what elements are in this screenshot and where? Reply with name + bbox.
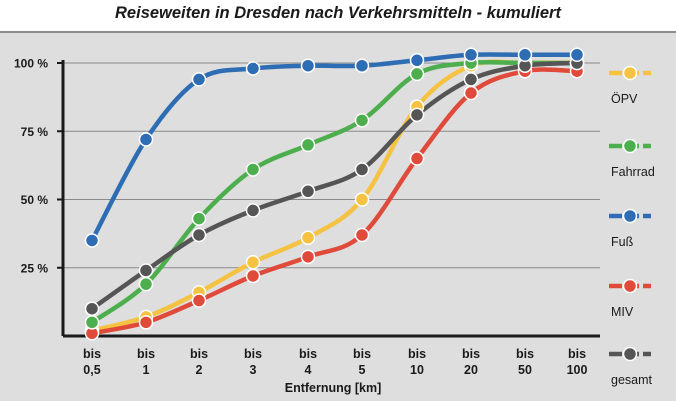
data-point-gesamt — [409, 107, 425, 123]
axis-labels: Entfernung [km] 25 % 50 % 75 % 100 % bis 0,5 b… — [14, 57, 588, 396]
y-tick-label: 100 % — [14, 57, 48, 71]
x-tick-label: bis 0,5 — [83, 347, 101, 377]
x-tick-label: bis 100 — [567, 347, 588, 377]
legend-swatch-marker — [622, 138, 638, 154]
series-line-miv — [89, 67, 580, 336]
series-line-fuss — [89, 52, 580, 243]
data-point-fuss — [569, 47, 585, 63]
data-point-oepv — [300, 230, 316, 245]
data-point-fuss — [138, 132, 154, 147]
series-line-oepv — [89, 59, 580, 333]
data-point-fuss — [191, 72, 207, 87]
axes — [57, 60, 600, 338]
data-point-miv — [245, 268, 261, 284]
data-point-gesamt — [138, 263, 154, 278]
data-point-fuss — [463, 47, 479, 63]
data-point-gesamt — [245, 203, 261, 218]
data-point-fahrrad — [409, 66, 425, 82]
data-point-fuss — [300, 58, 316, 73]
title-band: Reiseweiten in Dresden nach Verkehrsmitt… — [0, 0, 676, 32]
data-point-fahrrad — [354, 113, 370, 128]
series-line-gesamt — [89, 60, 580, 311]
data-point-fuss — [354, 58, 370, 73]
data-point-fahrrad — [245, 162, 261, 177]
legend-swatch-marker — [622, 346, 638, 362]
x-tick-label: bis 2 — [190, 347, 208, 377]
gridlines — [63, 62, 600, 269]
x-tick-label: bis 1 — [137, 347, 155, 377]
x-tick-label: bis 5 — [353, 347, 371, 377]
data-point-fuss — [517, 47, 533, 63]
data-point-gesamt — [191, 227, 207, 243]
legend-swatch-marker — [622, 278, 638, 294]
data-point-gesamt — [354, 162, 370, 177]
data-point-fahrrad — [84, 315, 100, 330]
data-point-fuss — [84, 233, 100, 248]
data-point-fahrrad — [300, 137, 316, 153]
legend-swatch-marker — [622, 208, 638, 224]
x-tick-label: bis 50 — [516, 347, 534, 377]
x-tick-label: bis 3 — [244, 347, 262, 377]
title-divider — [0, 31, 676, 33]
data-point-gesamt — [463, 72, 479, 87]
data-point-miv — [354, 227, 370, 243]
data-point-fahrrad — [138, 276, 154, 292]
data-point-oepv — [354, 192, 370, 207]
x-tick-label: bis 20 — [462, 347, 480, 377]
data-point-miv — [300, 249, 316, 265]
x-tick-label: bis 10 — [408, 347, 426, 377]
data-point-miv — [138, 315, 154, 330]
legend-label-fuss: Fuß — [611, 235, 634, 249]
y-tick-label: 75 % — [21, 125, 49, 139]
chart-panel — [0, 33, 676, 401]
legend-label-gesamt: gesamt — [611, 373, 653, 387]
data-point-fuss — [245, 61, 261, 76]
y-tick-label: 25 % — [21, 261, 49, 275]
x-tick-label: bis 4 — [299, 347, 317, 377]
legend-swatch-marker — [622, 65, 638, 81]
data-point-miv — [191, 293, 207, 308]
x-axis-title: Entfernung [km] — [285, 381, 382, 395]
data-point-fuss — [409, 53, 425, 68]
data-point-gesamt — [300, 184, 316, 199]
y-tick-label: 50 % — [21, 193, 49, 207]
legend-label-fahrrad: Fahrrad — [611, 165, 655, 179]
series-line-fahrrad — [89, 59, 580, 325]
legend-label-miv: MIV — [611, 305, 634, 319]
series-lines — [89, 52, 580, 336]
legend: ÖPV Fahrrad Fuß MIV gesamt — [609, 65, 655, 387]
data-point-miv — [409, 151, 425, 166]
series-points — [84, 47, 585, 341]
data-point-gesamt — [84, 301, 100, 316]
data-point-oepv — [245, 255, 261, 270]
data-point-fahrrad — [191, 211, 207, 226]
legend-label-oepv: ÖPV — [611, 92, 638, 106]
chart-title: Reiseweiten in Dresden nach Verkehrsmitt… — [115, 4, 561, 22]
data-point-miv — [463, 85, 479, 101]
